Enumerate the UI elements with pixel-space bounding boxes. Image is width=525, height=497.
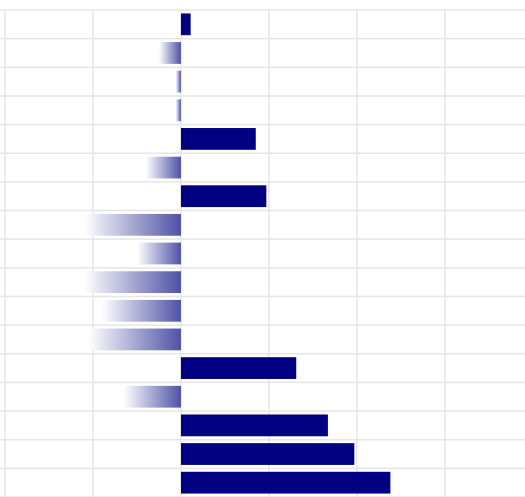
bar: [180, 13, 191, 36]
bar: [123, 385, 181, 408]
bar: [84, 213, 181, 236]
bar: [101, 299, 181, 322]
bar: [180, 128, 256, 150]
bar: [175, 70, 181, 93]
bar: [136, 242, 181, 265]
bar: [180, 443, 355, 465]
bar: [180, 357, 297, 379]
bar: [175, 99, 181, 122]
bar: [145, 156, 181, 179]
bar: [180, 471, 391, 494]
bar: [158, 42, 181, 64]
bar: [180, 414, 328, 437]
bar: [180, 185, 267, 208]
bar: [84, 271, 181, 294]
bar: [88, 328, 181, 351]
